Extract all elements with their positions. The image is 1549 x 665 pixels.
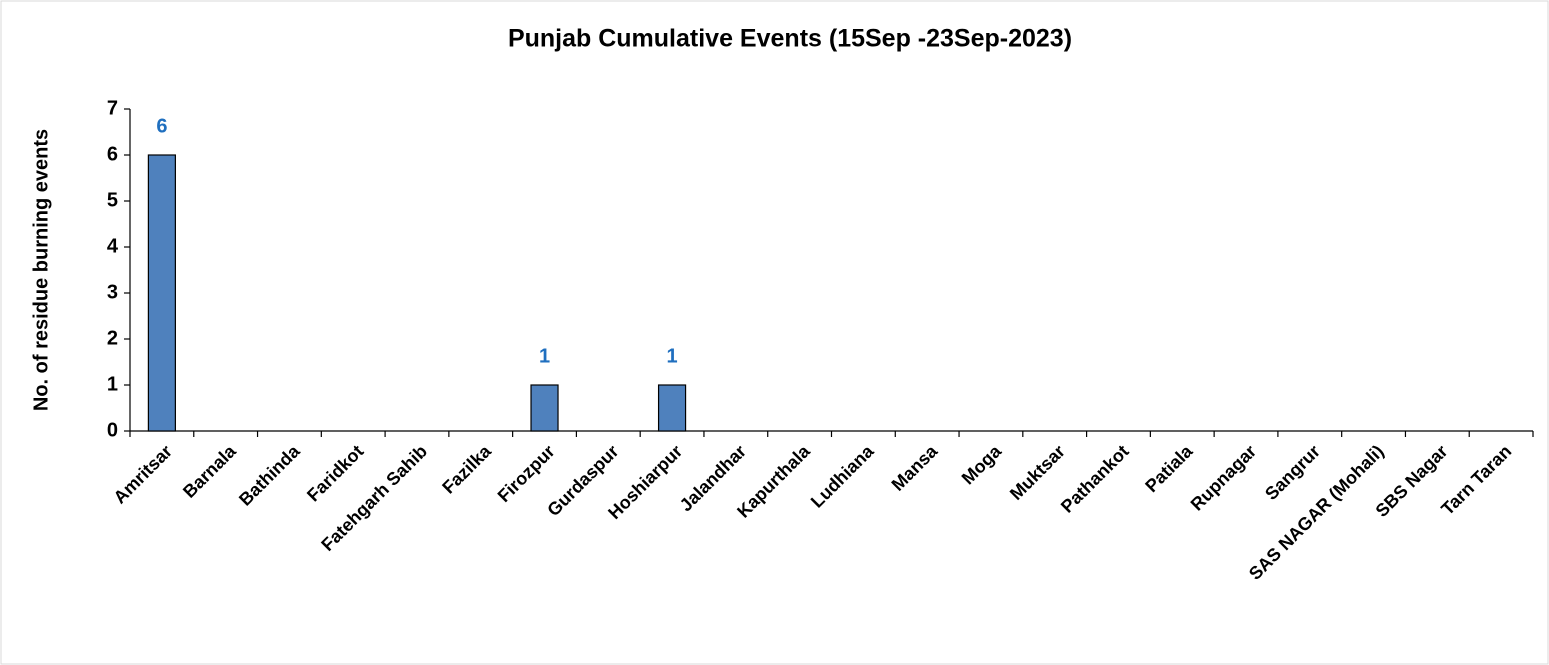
- bar: [147, 154, 176, 432]
- y-tick-label: 4: [107, 235, 119, 257]
- y-tick-label: 7: [107, 97, 118, 119]
- y-axis-label: No. of residue burning events: [30, 129, 52, 411]
- bar: [530, 384, 559, 432]
- y-tick-label: 3: [107, 281, 118, 303]
- y-tick-label: 2: [107, 327, 118, 349]
- data-label: 1: [539, 345, 550, 367]
- y-tick-label: 5: [107, 189, 118, 211]
- bar: [657, 384, 687, 432]
- data-label: 1: [667, 345, 678, 367]
- y-tick-label: 0: [107, 419, 118, 441]
- chart-title: Punjab Cumulative Events (15Sep -23Sep-2…: [508, 25, 1072, 53]
- data-label: 6: [156, 115, 167, 137]
- y-tick-label: 1: [107, 373, 118, 395]
- y-tick-label: 6: [107, 143, 118, 165]
